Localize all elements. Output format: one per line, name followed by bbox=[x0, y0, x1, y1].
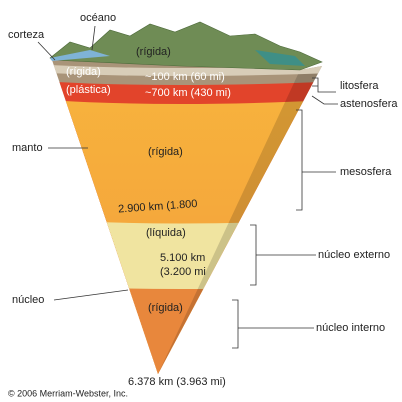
state: (rígida) bbox=[148, 146, 183, 158]
label: astenosfera bbox=[340, 98, 398, 110]
leader bbox=[54, 290, 128, 300]
label: núcleo externo bbox=[318, 249, 390, 261]
state: (plástica) bbox=[66, 84, 111, 96]
depth: ~700 km (430 mi) bbox=[145, 87, 231, 99]
bracket bbox=[232, 300, 314, 348]
label: océano bbox=[80, 12, 116, 24]
label: núcleo interno bbox=[316, 322, 385, 334]
bracket bbox=[312, 78, 336, 92]
label: núcleo bbox=[12, 294, 44, 306]
leader bbox=[312, 96, 338, 104]
label: corteza bbox=[8, 29, 45, 41]
depth: ~100 km (60 mi) bbox=[145, 71, 225, 83]
leader bbox=[38, 42, 55, 60]
state: (rígida) bbox=[136, 46, 171, 58]
state: (rígida) bbox=[66, 66, 101, 78]
label: mesosfera bbox=[340, 166, 392, 178]
label: manto bbox=[12, 142, 43, 154]
label: litosfera bbox=[340, 80, 379, 92]
bracket bbox=[250, 225, 316, 285]
depth: (3.200 mi bbox=[160, 266, 206, 278]
depth: 6.378 km (3.963 mi) bbox=[128, 376, 226, 388]
state: (líquida) bbox=[146, 227, 186, 239]
credit: © 2006 Merriam-Webster, Inc. bbox=[8, 388, 128, 398]
depth: 5.100 km bbox=[160, 252, 205, 264]
state: (rígida) bbox=[148, 302, 183, 314]
bracket bbox=[296, 110, 336, 210]
diagram: océano corteza (rígida) (rígida) ~100 km… bbox=[0, 0, 402, 402]
